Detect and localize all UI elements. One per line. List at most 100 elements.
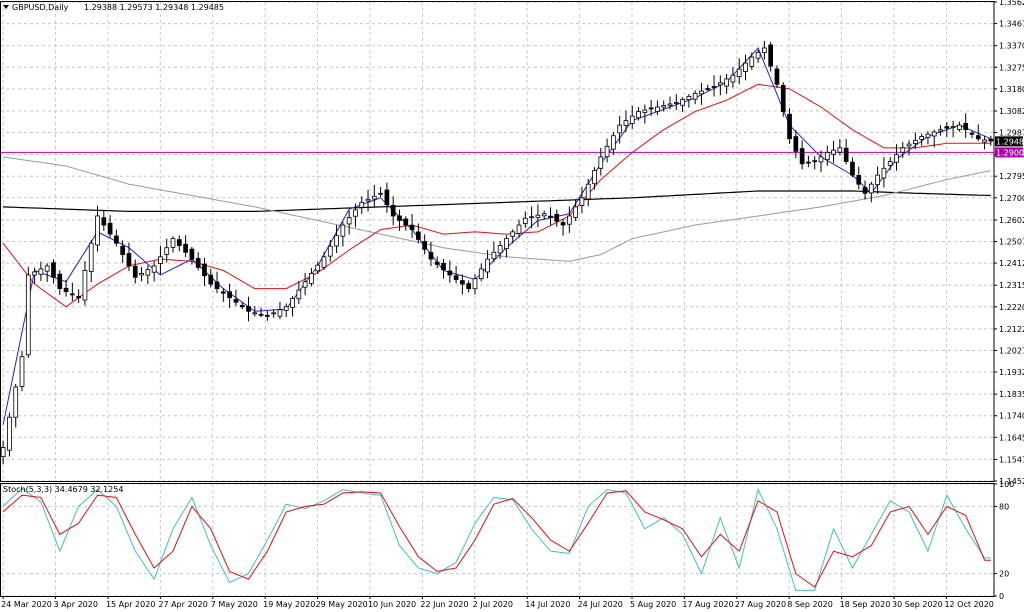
candle-body — [686, 96, 692, 101]
candle-body — [271, 312, 277, 315]
candle-body — [975, 135, 981, 140]
candle-body — [290, 298, 295, 308]
candle-body — [139, 273, 144, 276]
candle-body — [145, 269, 151, 276]
candle-body — [309, 273, 314, 284]
candle-body — [88, 242, 94, 272]
candle-body — [963, 123, 969, 131]
stoch-tick-label: 100 — [999, 480, 1014, 489]
candle-body — [806, 161, 811, 164]
price-tick-label: 1.31800 — [999, 85, 1024, 94]
stoch-tick-label: 80 — [999, 502, 1009, 511]
candle-body — [321, 256, 327, 268]
candle-body — [938, 129, 943, 132]
candle-body — [749, 56, 755, 67]
candle-body — [315, 264, 321, 272]
candle-body — [516, 224, 522, 234]
candle-body — [120, 245, 126, 255]
time-axis: 24 Mar 2020 3 Apr 2020 15 Apr 2020 27 Apr 2… — [1, 596, 994, 609]
candle-body — [403, 218, 409, 226]
time-tick-label: 5 Aug 2020 — [630, 600, 676, 609]
candle-body — [541, 213, 547, 217]
main-panel-border — [0, 1, 995, 482]
price-tick-label: 1.15475 — [999, 455, 1024, 464]
candle-body — [661, 105, 667, 108]
candle-body — [57, 273, 63, 290]
candle-body — [925, 133, 931, 138]
candle-body — [478, 268, 484, 280]
time-tick-label: 22 Jun 2020 — [420, 600, 468, 609]
candle-body — [629, 115, 635, 124]
price-tick-label: 1.16450 — [999, 433, 1024, 442]
candle-body — [692, 92, 698, 100]
candle-body — [969, 132, 975, 135]
candle-body — [497, 245, 503, 254]
candle-body — [246, 306, 251, 312]
candle-body — [831, 149, 836, 155]
candle-body — [566, 215, 572, 225]
price-tick-label: 1.34675 — [999, 20, 1024, 29]
candle-body — [931, 131, 937, 137]
candle-body — [302, 281, 308, 288]
candle-body — [132, 265, 138, 278]
hline-price-box — [995, 147, 1023, 158]
candle-body — [32, 271, 37, 276]
candle-body — [673, 102, 679, 104]
price-tick-label: 1.22200 — [999, 303, 1024, 312]
candle-body — [227, 291, 232, 299]
candle-body — [176, 239, 182, 246]
candle-body — [887, 161, 893, 166]
candle-body — [453, 275, 459, 280]
candle-body — [988, 138, 994, 142]
candle-body — [667, 103, 673, 106]
candle-body — [346, 217, 352, 225]
time-tick-label: 18 Sep 2020 — [840, 600, 891, 609]
price-tick-label: 1.27950 — [999, 172, 1024, 181]
candle-body — [434, 261, 440, 265]
ma-red-line — [2, 83, 991, 308]
candle-body — [787, 113, 792, 140]
candle-body — [573, 206, 578, 218]
candle-body — [416, 231, 421, 240]
chevron-down-icon[interactable] — [3, 5, 9, 9]
candle-body — [277, 309, 283, 317]
candle-body — [862, 186, 868, 194]
candle-body — [611, 135, 616, 150]
candle-body — [340, 224, 346, 237]
moving-averages — [2, 47, 992, 425]
price-tick-label: 1.14525 — [999, 477, 1024, 486]
candle-body — [51, 262, 56, 278]
candle-body — [334, 235, 339, 247]
grid — [0, 1, 994, 597]
candle-body — [296, 289, 302, 300]
candle-body — [642, 109, 648, 113]
candle-body — [258, 313, 264, 316]
stoch-k-line — [2, 487, 991, 591]
candle-body — [25, 274, 31, 356]
candle-body — [126, 253, 132, 267]
candle-body — [95, 215, 100, 246]
candle-body — [617, 124, 623, 134]
candles — [0, 40, 994, 464]
time-tick-label: 14 Jul 2020 — [525, 600, 570, 609]
candle-body — [906, 143, 912, 147]
time-tick-label: 10 Jun 2020 — [368, 600, 416, 609]
candle-body — [151, 265, 157, 273]
ma-gray-line — [3, 156, 992, 262]
candle-body — [233, 299, 239, 303]
candle-body — [743, 62, 748, 72]
candle-body — [164, 247, 170, 255]
stochastic-panel — [2, 487, 991, 591]
current-price-label: 1.29485 — [996, 137, 1024, 146]
candle-body — [850, 161, 855, 176]
candle-body — [460, 280, 465, 285]
candle-body — [548, 215, 553, 218]
candle-body — [585, 183, 591, 200]
candle-body — [359, 201, 365, 208]
candle-body — [63, 287, 69, 293]
price-axis: 1.35625 1.34675 1.33700 1.32750 1.31800 1.308… — [994, 0, 1024, 601]
candle-body — [195, 258, 201, 268]
candle-body — [736, 68, 742, 77]
symbol-label: GBPUSD,Daily — [12, 3, 69, 12]
